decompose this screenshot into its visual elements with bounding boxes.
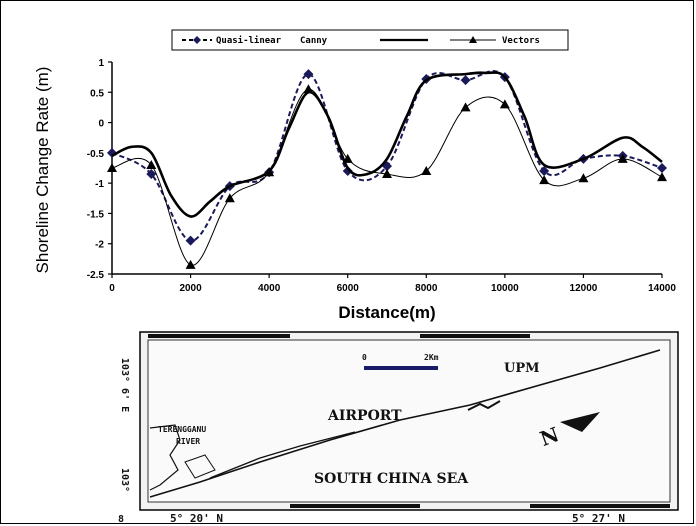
data-point-vectors [421,166,432,176]
legend-quasi-marker [193,36,201,44]
data-point-vectors [264,167,275,177]
data-point-vectors [342,153,353,163]
scale-2km: 2Km [424,353,439,362]
x-tick-label: 12000 [570,283,598,294]
airport-runway [209,431,356,479]
data-point-quasi [185,235,196,246]
data-point-vectors [303,84,314,94]
legend-canny-label: Canny [300,36,328,46]
x-tick-label: 8000 [415,283,438,294]
label-river-2: RIVER [176,437,200,446]
chart-axes: 0 2000 4000 6000 8000 10000 12000 14000 1 0.5 0 -0.… [87,58,677,294]
x-tick-label: 6000 [337,283,360,294]
coastal-feature [467,400,501,411]
data-point-quasi [342,166,353,177]
y-tick-label: -1.5 [87,209,105,220]
data-point-vectors [382,169,392,179]
x-axis-label: Distance(m) [338,303,435,322]
data-point-quasi [303,69,314,80]
label-lon-right: 5° 27' N [572,512,625,525]
data-point-vectors [657,172,667,182]
data-point-vectors [224,193,235,203]
x-tick-label: 0 [109,283,115,294]
y-tick-label: -2 [95,240,104,251]
series-line-canny [111,71,663,218]
series-line-quasi-linear [111,70,663,242]
y-tick-label: -0.5 [87,149,105,160]
label-lon-left: 5° 20' N [170,512,223,525]
label-corner: 8 [118,514,124,525]
data-point-vectors [578,173,589,183]
label-airport: AIRPORT [327,408,402,424]
x-tick-label: 14000 [648,283,676,294]
legend-vectors-marker [469,36,477,43]
label-river-1: TERENGGANU [158,425,206,434]
legend-box [171,29,569,51]
data-point-quasi [657,163,667,173]
legend-quasi-label: Quasi-linear [216,35,282,46]
legend-vectors-label: Vectors [502,36,540,46]
data-point-quasi [460,75,471,86]
label-lat-bottom: 103° [119,468,130,492]
label-sea: SOUTH CHINA SEA [314,471,469,487]
data-point-quasi [539,166,550,177]
map-panel: 0 2Km UPM AIRPORT SOUTH CHINA SEA TERENG… [118,331,679,525]
y-tick-label: -1 [95,179,104,190]
coastline [149,349,661,498]
x-tick-label: 2000 [179,283,202,294]
series-line-vectors [111,88,663,266]
x-tick-label: 4000 [258,283,281,294]
plot-area [107,69,667,269]
chart-legend: Quasi-linear Canny Vectors [171,29,569,51]
data-point-vectors [539,175,550,185]
label-upm: UPM [504,361,540,376]
y-tick-label: 0 [98,119,104,130]
label-lat-top: 103° 6' E [119,358,130,412]
y-axis-label: Shoreline Change Rate (m) [33,67,52,274]
river-mouth [149,424,181,491]
river-island [184,454,216,479]
x-tick-label: 10000 [491,283,519,294]
north-arrow-icon: N [537,412,600,451]
data-point-quasi [146,169,157,180]
data-point-vectors [146,159,157,169]
data-point-vectors [460,102,471,112]
data-point-vectors [617,153,628,163]
scale-zero: 0 [362,353,367,362]
y-tick-label: 0.5 [90,88,104,99]
data-point-vectors [185,259,196,269]
data-point-vectors [499,99,510,109]
y-tick-label: 1 [98,58,104,69]
data-point-vectors [107,163,117,172]
y-tick-label: -2.5 [87,270,105,281]
